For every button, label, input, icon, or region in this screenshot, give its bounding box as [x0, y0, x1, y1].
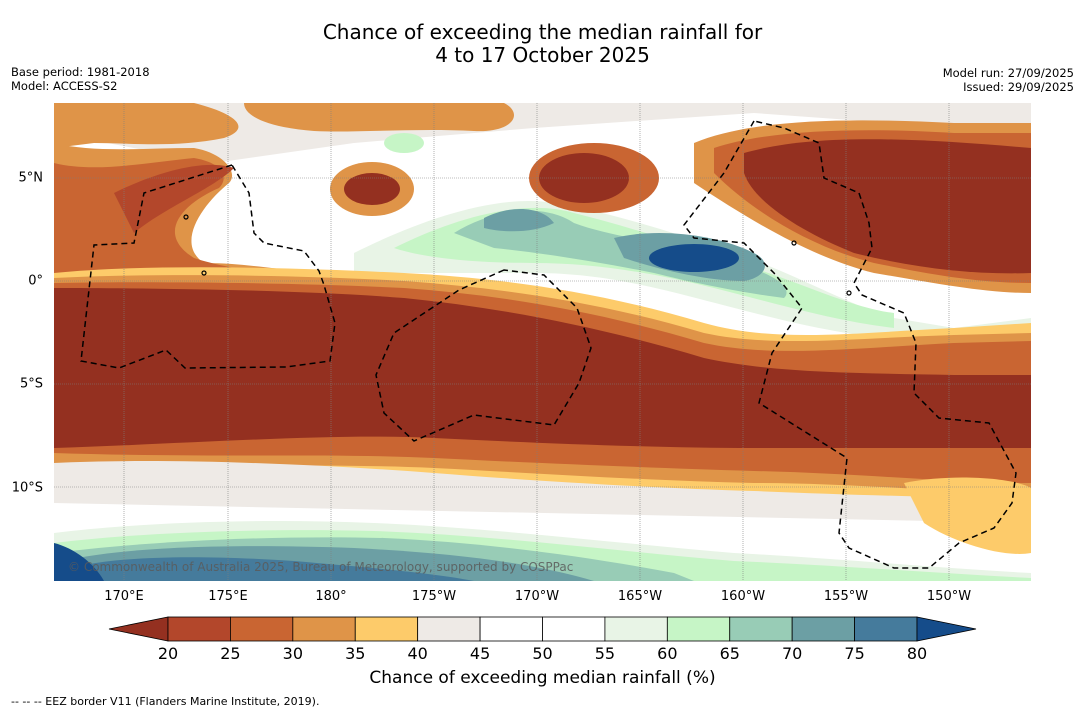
island-marker-1: [183, 214, 189, 220]
lon-label-150w: 150°W: [926, 589, 972, 604]
eez-borders: [80, 120, 1017, 569]
eez-footer-note: -- -- -- EEZ border V11 (Flanders Marine…: [11, 695, 320, 708]
colorbar-bin-70-75: [791, 616, 855, 642]
colorbar-tick-55: 55: [594, 644, 616, 663]
issued-text: Issued: 29/09/2025: [963, 80, 1074, 94]
model-text: Model: ACCESS-S2: [11, 79, 118, 93]
lon-label-165w: 165°W: [617, 589, 663, 604]
eez-border-west: [80, 164, 336, 369]
colorbar-tick-35: 35: [345, 644, 366, 663]
field-dry-se-patch: [904, 477, 1031, 554]
model-run-text: Model run: 27/09/2025: [942, 66, 1074, 80]
island-marker-2: [201, 270, 207, 276]
lon-label-175e: 175°E: [208, 589, 248, 604]
lon-label-160w: 160°W: [720, 589, 766, 604]
colorbar-bin-60-65: [666, 616, 731, 642]
field-wet-south-core: [54, 557, 474, 581]
colorbar-extend-high: [916, 616, 977, 642]
field-lightgrey-south: [54, 461, 1031, 523]
graticule: [54, 103, 1031, 581]
colorbar-bin-30-35: [292, 616, 356, 642]
colorbar-bin-25-30: [230, 616, 294, 642]
field-wet-core-165w: [649, 244, 739, 272]
lat-label-5s: 5°S: [19, 376, 43, 392]
colorbar-tick-60: 60: [657, 644, 678, 663]
colorbar-bin-65-70: [729, 616, 793, 642]
colorbar-bin-20-25: [167, 616, 231, 642]
meta-right: Model run: 27/09/2025 Issued: 29/09/2025: [943, 66, 1074, 94]
field-dry-cell-176w-core: [344, 173, 400, 205]
field-dry-nw-core: [114, 164, 234, 233]
colorbar-tick-45: 45: [469, 644, 491, 663]
island-marker-4: [791, 240, 797, 246]
copyright-text: © Commonwealth of Australia 2025, Bureau…: [68, 560, 573, 574]
lon-label-155w: 155°W: [823, 589, 869, 604]
field-dry-north-patch-a: [54, 103, 239, 148]
lon-label-175w: 175°W: [411, 589, 457, 604]
colorbar-tick-40: 40: [407, 644, 428, 663]
field-wet-sw-corner: [54, 543, 104, 581]
field-wet-north-patch: [384, 133, 424, 153]
eez-border-east: [683, 120, 1017, 569]
colorbar-bin-35-40: [354, 616, 419, 642]
meta-left: Base period: 1981-2018 Model: ACCESS-S2: [11, 65, 150, 93]
colorbar-tick-30: 30: [282, 644, 304, 663]
lon-label-180: 180°: [315, 589, 347, 604]
colorbar-tick-50: 50: [532, 644, 553, 663]
lat-label-0: 0°: [28, 273, 43, 289]
base-period-text: Base period: 1981-2018: [11, 65, 150, 79]
lat-label-10s: 10°S: [11, 480, 43, 496]
title-line-1: Chance of exceeding the median rainfall …: [322, 20, 763, 44]
land-markers: [183, 214, 852, 296]
colorbar-tick-75: 75: [844, 644, 865, 663]
colorbar-tick-20: 20: [157, 644, 179, 663]
colorbar-bin-50-55: [542, 616, 606, 642]
colorbar-tick-25: 25: [220, 644, 241, 663]
colorbar-tick-80: 80: [906, 644, 928, 663]
colorbar-bin-75-80: [854, 616, 918, 642]
colorbar-tick-70: 70: [781, 644, 803, 663]
field-dry-eq-core: [54, 288, 1031, 448]
island-marker-3: [846, 290, 852, 296]
lon-label-170w: 170°W: [514, 589, 560, 604]
field-dry-north-patch-b: [244, 103, 514, 132]
field-dry-ne-core: [744, 139, 1031, 274]
colorbar-bin-40-45: [417, 616, 481, 642]
colorbar-tick-65: 65: [719, 644, 740, 663]
colorbar-label: Chance of exceeding median rainfall (%): [369, 668, 716, 688]
lat-label-5n: 5°N: [18, 170, 44, 186]
title-line-2: 4 to 17 October 2025: [435, 43, 650, 67]
colorbar-extend-low: [108, 616, 169, 642]
rainfall-map: © Commonwealth of Australia 2025, Bureau…: [54, 103, 1031, 581]
map-canvas: © Commonwealth of Australia 2025, Bureau…: [54, 103, 1031, 581]
lon-label-170e: 170°E: [104, 589, 144, 604]
colorbar-bin-45-50: [479, 616, 543, 642]
map-title: Chance of exceeding the median rainfall …: [0, 21, 1085, 67]
colorbar-bin-55-60: [604, 616, 668, 642]
